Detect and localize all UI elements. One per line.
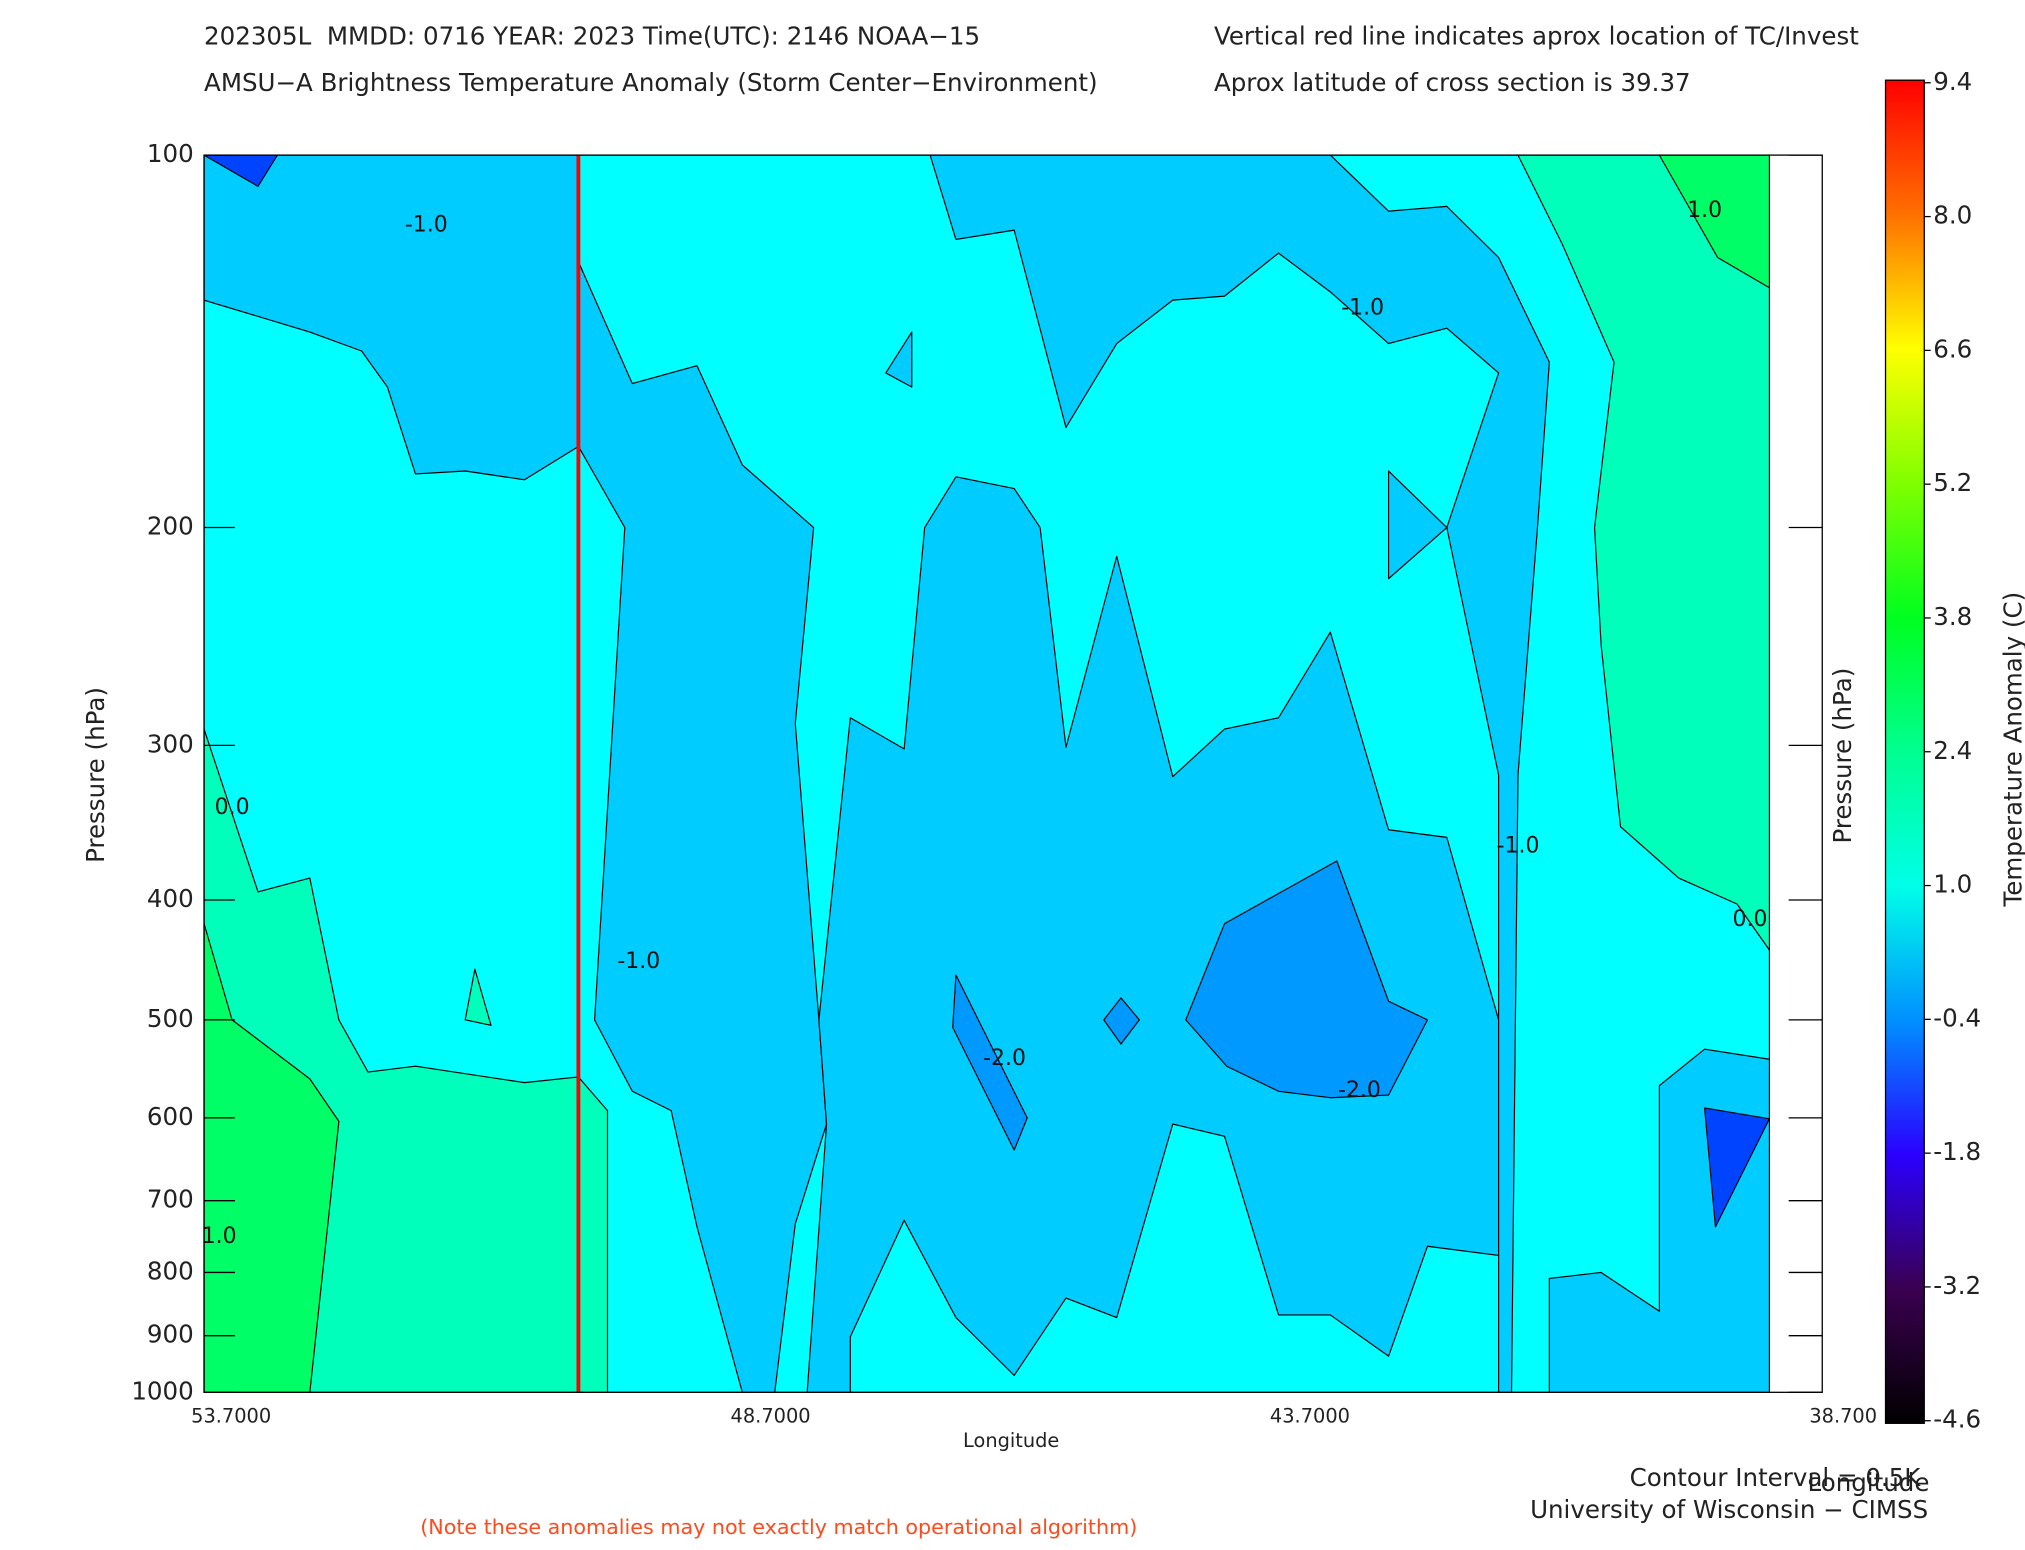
y-axis-label: Pressure (hPa) bbox=[81, 687, 110, 863]
footer-text: University of Wisconsin − CIMSS bbox=[1530, 1495, 1928, 1524]
contour-region bbox=[1185, 860, 1429, 1099]
y-tick-label: 800 bbox=[147, 1256, 194, 1285]
disclaimer: (Note these anomalies may not exactly ma… bbox=[420, 1515, 1137, 1539]
y-tick-label: 700 bbox=[147, 1185, 194, 1214]
y-tick-label: 900 bbox=[147, 1320, 194, 1349]
contour-label: 1.0 bbox=[202, 1224, 237, 1249]
x-tick-label: 38.700 bbox=[1809, 1404, 1877, 1427]
colorbar-tick-label: 5.2 bbox=[1933, 468, 1972, 497]
contour-region bbox=[1103, 997, 1140, 1045]
contour-label: -1.0 bbox=[1497, 833, 1540, 858]
contour-region bbox=[885, 331, 913, 388]
y-tick-label: 200 bbox=[147, 512, 194, 541]
contour-label: -1.0 bbox=[617, 949, 660, 974]
contour-label: -1.0 bbox=[1341, 295, 1384, 320]
y-tick-label: 100 bbox=[147, 139, 194, 168]
footer-text: Contour Interval = 0.5K bbox=[1630, 1463, 1922, 1492]
y-tick-label: 1000 bbox=[131, 1376, 193, 1405]
y-tick-label: 600 bbox=[147, 1102, 194, 1131]
x-tick-label: 53.7000 bbox=[191, 1404, 271, 1427]
colorbar-tick-label: 6.6 bbox=[1933, 334, 1972, 363]
contour-region bbox=[1387, 470, 1448, 580]
x-axis-label: Longitude bbox=[963, 1429, 1059, 1452]
x-tick-label: 43.7000 bbox=[1270, 1404, 1350, 1427]
y2-axis-label: Pressure (hPa) bbox=[1828, 668, 1857, 844]
chart-subtitle: AMSU−A Brightness Temperature Anomaly (S… bbox=[204, 68, 1098, 97]
contour-label: -1.0 bbox=[405, 213, 448, 238]
contour-region bbox=[577, 261, 828, 1393]
y-tick-label: 500 bbox=[147, 1004, 194, 1033]
y-tick-label: 400 bbox=[147, 884, 194, 913]
colorbar-tick-label: 2.4 bbox=[1933, 736, 1972, 765]
header-note: Vertical red line indicates aprox locati… bbox=[1214, 22, 1859, 51]
x2-axis-label: Longitude bbox=[1807, 1468, 1929, 1497]
plot-frame bbox=[203, 154, 1823, 1393]
contour-label: 0.0 bbox=[215, 795, 250, 820]
colorbar-tick-label: -4.6 bbox=[1933, 1405, 1981, 1434]
contour-label: -2.0 bbox=[1338, 1078, 1381, 1103]
contour-label: 1.0 bbox=[1687, 198, 1722, 223]
colorbar-tick-label: -3.2 bbox=[1933, 1271, 1981, 1300]
contour-region bbox=[952, 974, 1028, 1151]
colorbar-tick-label: 8.0 bbox=[1933, 201, 1972, 230]
contour-label: -2.0 bbox=[983, 1046, 1026, 1071]
colorbar-tick-label: 9.4 bbox=[1933, 67, 1972, 96]
contour-region bbox=[1517, 154, 1771, 951]
chart-title: 202305L MMDD: 0716 YEAR: 2023 Time(UTC):… bbox=[204, 22, 980, 51]
contour-region bbox=[806, 476, 1500, 1393]
colorbar-tick-label: -0.4 bbox=[1933, 1003, 1981, 1032]
colorbar-tick-label: 3.8 bbox=[1933, 602, 1972, 631]
x-tick-label: 48.7000 bbox=[731, 1404, 811, 1427]
plot-area: -1.0 -1.0 1.0 0.0 -1.0 -2.0 -2.0 -1.0 0.0 1.0 bbox=[202, 154, 1771, 1393]
y-tick-label: 300 bbox=[147, 729, 194, 758]
contour-region bbox=[929, 154, 1550, 1393]
colorbar-tick-label: 1.0 bbox=[1933, 870, 1972, 899]
colorbar-tick-label: -1.8 bbox=[1933, 1137, 1981, 1166]
contour-region bbox=[1704, 1107, 1771, 1228]
contour-region bbox=[464, 968, 492, 1026]
contour-label: 0.0 bbox=[1733, 907, 1768, 932]
header-note: Aprox latitude of cross section is 39.37 bbox=[1214, 68, 1691, 97]
colorbar bbox=[1884, 79, 1925, 1424]
colorbar-label: Temperature Anomaly (C) bbox=[1999, 592, 2025, 908]
